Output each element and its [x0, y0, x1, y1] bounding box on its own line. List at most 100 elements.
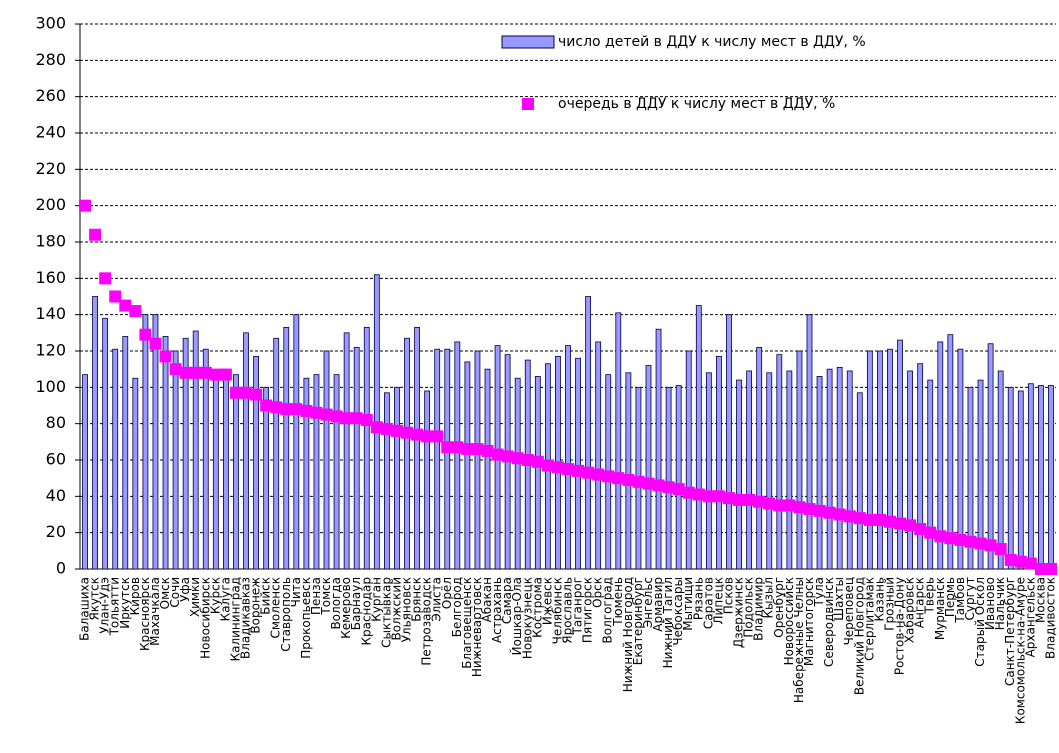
- marker: [763, 497, 776, 510]
- bar: [102, 317, 109, 570]
- marker: [652, 479, 665, 492]
- bar: [695, 305, 702, 570]
- x-tick-label: Томск: [319, 577, 333, 616]
- x-tick-label: Пятигорск: [581, 577, 595, 643]
- x-tick-label: Нальчик: [993, 577, 1007, 630]
- x-tick-label: Прокопьевск: [299, 577, 313, 659]
- bar: [585, 296, 592, 570]
- bar: [746, 370, 753, 570]
- x-tick-label: Пермь: [943, 577, 957, 617]
- marker: [370, 421, 383, 434]
- bar: [917, 363, 924, 570]
- x-tick-label: Владикавказ: [239, 577, 253, 659]
- x-tick-label: Тюмень: [611, 577, 625, 627]
- x-tick-label: Череповец: [842, 577, 856, 645]
- bar: [967, 386, 974, 570]
- marker: [934, 530, 947, 543]
- bar: [82, 374, 88, 570]
- x-tick-label: Балашиха: [78, 577, 92, 641]
- bar: [877, 350, 883, 570]
- marker: [79, 199, 92, 212]
- bar: [786, 370, 793, 570]
- bar: [977, 379, 984, 570]
- y-tick-label: 220: [35, 159, 66, 178]
- y-tick-label: 280: [35, 50, 66, 69]
- x-tick-label: Ульяновск: [400, 577, 414, 642]
- bar: [484, 368, 491, 570]
- x-tick-label: Тверь: [923, 577, 937, 614]
- x-tick-label: Хабаровск: [903, 577, 917, 643]
- bar: [887, 348, 893, 570]
- bar: [303, 377, 310, 570]
- marker: [471, 443, 484, 456]
- marker: [863, 513, 876, 526]
- bar: [625, 372, 632, 570]
- x-tick-label: Тольятти: [108, 577, 122, 636]
- marker: [260, 399, 273, 412]
- x-tick-label: Москва: [1033, 577, 1047, 623]
- bar: [575, 357, 581, 570]
- marker: [702, 490, 715, 503]
- x-tick-label: Старый Оскол: [973, 577, 987, 667]
- bar: [534, 376, 541, 570]
- marker: [682, 486, 695, 499]
- bar: [726, 314, 732, 570]
- bar: [897, 339, 903, 570]
- x-tick-label: Рязань: [691, 577, 705, 620]
- marker: [1034, 563, 1047, 575]
- x-tick-label: Екатеринбург: [631, 577, 645, 665]
- bar: [1017, 390, 1024, 570]
- x-tick-label: Уфа: [178, 577, 192, 602]
- bar: [836, 366, 843, 570]
- marker: [360, 414, 373, 427]
- marker: [229, 386, 242, 399]
- marker: [219, 368, 232, 381]
- y-tick-label: 200: [35, 195, 66, 214]
- marker: [954, 533, 967, 546]
- bar: [665, 386, 672, 570]
- bar: [263, 386, 270, 570]
- marker: [662, 481, 675, 494]
- x-tick-label: Шахты: [832, 577, 846, 621]
- x-tick-label: Саратов: [701, 577, 715, 629]
- marker: [843, 510, 856, 523]
- x-tick-label: Владимир: [752, 577, 766, 641]
- x-tick-label: Челябинск: [550, 577, 564, 644]
- marker: [773, 499, 786, 512]
- bar: [172, 350, 179, 570]
- x-tick-label: Чита: [289, 577, 303, 607]
- marker: [551, 461, 564, 474]
- x-tick-label: Ярославль: [561, 577, 575, 644]
- x-tick-label: Орёл: [440, 577, 454, 609]
- bar: [132, 377, 139, 570]
- x-tick-label: Курск: [208, 577, 222, 614]
- marker: [531, 455, 544, 468]
- bar: [866, 350, 873, 570]
- marker: [109, 290, 122, 303]
- marker: [390, 424, 403, 437]
- x-tick-label: Бийск: [259, 577, 273, 615]
- bar: [565, 345, 571, 570]
- marker: [974, 537, 987, 550]
- x-tick-label: Комсомольск-на-Амуре: [1013, 577, 1027, 724]
- marker: [592, 468, 605, 481]
- marker: [149, 337, 162, 350]
- marker: [904, 519, 917, 532]
- x-tick-label: Курган: [369, 577, 383, 622]
- x-tick-label: Грозный: [882, 577, 896, 631]
- x-tick-label: Барнаул: [349, 577, 363, 630]
- marker: [401, 426, 414, 439]
- bar: [705, 372, 712, 570]
- legend-label: очередь в ДДУ к числу мест в ДДУ, %: [558, 96, 835, 112]
- bar: [333, 374, 340, 570]
- bar: [162, 336, 169, 570]
- bar: [182, 337, 189, 570]
- x-tick-label: Смоленск: [269, 577, 283, 639]
- marker: [562, 463, 574, 476]
- bar: [796, 350, 803, 570]
- marker: [984, 539, 997, 552]
- bar: [283, 326, 290, 570]
- marker: [793, 501, 806, 514]
- marker: [672, 483, 685, 496]
- bar: [112, 348, 119, 570]
